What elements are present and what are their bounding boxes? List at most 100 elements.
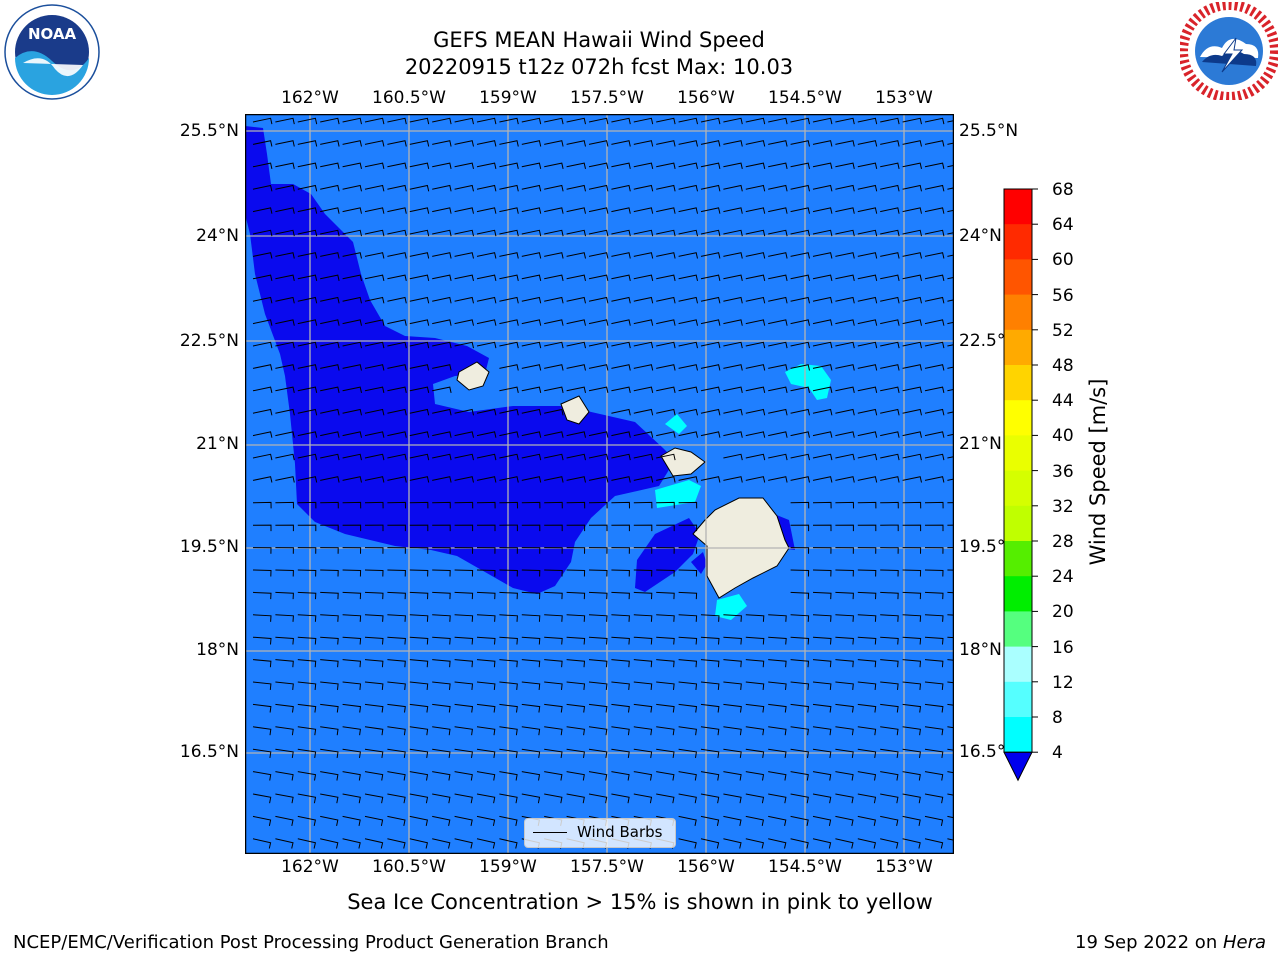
wind-barb [409,140,430,147]
wind-barb [454,341,474,349]
wind-barb [252,614,272,622]
wind-barb [432,408,452,416]
wind-barb [924,229,945,237]
wind-barb [835,614,854,622]
lat-tick-left: 18°N [196,640,239,660]
wind-barb [611,501,630,509]
wind-barb [924,476,945,483]
wind-barb [835,207,855,214]
wind-barb [342,771,361,781]
wind-barb [790,140,810,147]
wind-barb [476,341,497,349]
wind-barb [499,117,519,125]
wind-barb [678,364,698,371]
wind-barb [812,726,832,736]
wind-barb [678,252,698,259]
wind-barb [499,408,519,416]
wind-barb [611,184,631,192]
wind-barb [588,229,609,237]
wind-barb [633,591,653,600]
wind-barb [499,838,518,849]
map-border [244,113,955,855]
wind-barb [252,386,273,394]
wind-barb [275,229,295,237]
wind-barb [275,252,295,259]
wind-barb [432,659,451,668]
noaa-logo-text: NOAA [28,25,77,43]
wind-barb [521,476,542,483]
wind-barb [812,547,832,554]
wind-barb [812,408,833,416]
wind-barb [611,591,630,600]
wind-barb [342,524,362,532]
wind-barb [342,569,362,577]
wind-barb [835,501,854,509]
wind-barb [745,207,766,214]
wind-barb [633,319,654,326]
wind-barb [700,408,721,416]
wind-barb [476,501,496,509]
wind-barb [857,501,877,509]
wind-barb [499,162,519,170]
colorbar-segment [1004,717,1032,753]
colorbar-tick-label: 64 [1052,215,1074,236]
wind-barb [723,815,742,826]
wind-barb [700,341,721,349]
wind-barb [476,636,496,645]
wind-barb [835,453,855,461]
lon-tick-top: 157.5°W [570,88,644,108]
wind-barb [902,771,921,781]
wind-barb [387,431,407,438]
wind-barb [880,501,899,509]
wind-barb [566,636,586,645]
wind-barb [566,296,586,304]
wind-barb [723,748,742,758]
wind-barb [499,614,518,622]
wind-barb [588,659,608,668]
wind-barb [275,681,294,690]
wind-barb [857,748,877,758]
wind-barb [902,453,922,461]
wind-barb [924,614,944,622]
wind-barb [432,162,452,170]
wind-barb [252,117,273,125]
wind-barb [476,252,497,259]
wind-barb [454,681,474,690]
wind-barb [902,569,922,577]
lat-tick-left: 25.5°N [179,121,239,141]
wind-barb [678,547,698,554]
wind-barb [588,793,608,804]
wind-barb [700,296,721,304]
wind-barb [790,207,810,214]
chart-title-line2: 20220915 t12z 072h fcst Max: 10.03 [404,55,794,79]
wind-barb [544,569,563,577]
wind-barb [633,793,653,804]
wind-barb [320,614,339,622]
wind-barb [588,681,608,690]
wind-barb [364,296,385,304]
wind-barb [678,815,697,826]
wind-barb [611,364,631,371]
wind-barb [790,815,809,826]
wind-barb [924,162,945,170]
wind-barb [633,364,654,371]
wind-barb [409,431,430,438]
wind-barb [588,547,608,554]
wind-barb [656,501,675,509]
wind-barb [656,229,676,237]
wind-barb [342,184,362,192]
wind-barb [857,341,878,349]
wind-barb [880,184,900,192]
wind-barb [275,569,294,577]
wind-barb [700,793,720,804]
wind-barb [812,274,833,282]
wind-barb [476,748,496,758]
wind-barb [252,364,273,371]
wind-barb [252,793,272,804]
wind-barb [320,524,339,532]
wind-barb [924,501,944,509]
wind-barb [499,748,518,758]
wind-barb [544,341,564,349]
wind-barb [678,591,698,600]
wind-barb [297,386,318,394]
